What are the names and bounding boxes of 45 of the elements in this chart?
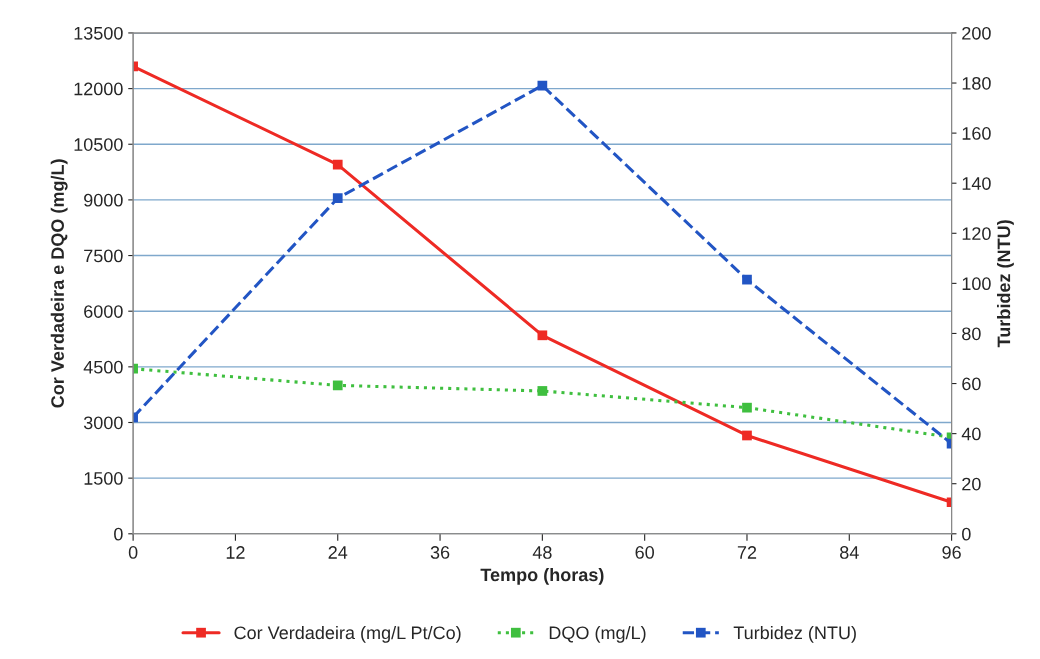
y-tick-label: 7500	[84, 249, 123, 263]
point	[537, 386, 548, 396]
legend-label: Cor Verdadeira (mg/L Pt/Co)	[234, 625, 461, 643]
y-tick-label: 4500	[83, 360, 123, 374]
y2-tick-label: 60	[962, 377, 981, 391]
x-tick-label: 72	[737, 546, 757, 559]
y2-tick-label: 140	[962, 177, 991, 190]
x-tick-label: 96	[942, 546, 961, 559]
point	[332, 193, 343, 204]
y2-tick-label: 80	[962, 327, 981, 341]
y2-axis-title: Turbidez (NTU)	[997, 220, 1014, 348]
y-tick-label: 0	[114, 527, 123, 541]
y2-tick-label: 20	[962, 477, 981, 491]
y2-tick-label: 40	[961, 427, 981, 441]
y-tick-label: 13500	[74, 26, 123, 40]
y-axis-title: Cor Verdadeira e DQO (mg/L)	[50, 159, 68, 408]
y2-tick-label: 0	[962, 527, 971, 541]
legend-label: Turbidez (NTU)	[733, 625, 856, 643]
point	[742, 430, 752, 441]
y2-tick-label: 100	[962, 277, 991, 291]
x-tick-label: 0	[128, 546, 138, 559]
x-axis-title: Tempo (horas)	[480, 567, 604, 585]
y-tick-label: 3000	[83, 416, 123, 430]
x-tick-label: 36	[430, 546, 450, 559]
x-tick-label: 48	[532, 546, 552, 559]
point	[332, 380, 343, 391]
point	[332, 159, 343, 170]
y2-tick-label: 160	[962, 127, 991, 140]
y-tick-label: 12000	[74, 82, 123, 96]
y-tick-label: 1500	[84, 472, 123, 485]
legend-label: DQO (mg/L)	[549, 625, 646, 643]
point	[537, 330, 548, 341]
y-tick-label: 9000	[84, 193, 123, 207]
y-tick-label: 6000	[84, 305, 123, 318]
y-tick-label: 10500	[74, 138, 123, 151]
y2-tick-label: 200	[962, 26, 991, 40]
x-tick-label: 84	[840, 546, 859, 559]
y2-tick-label: 180	[962, 76, 991, 90]
point	[537, 80, 548, 91]
y2-tick-label: 120	[962, 227, 991, 241]
x-tick-label: 60	[635, 546, 655, 559]
x-tick-label: 12	[226, 546, 245, 559]
x-tick-label: 24	[328, 546, 348, 559]
point	[742, 274, 752, 285]
point	[742, 402, 752, 413]
